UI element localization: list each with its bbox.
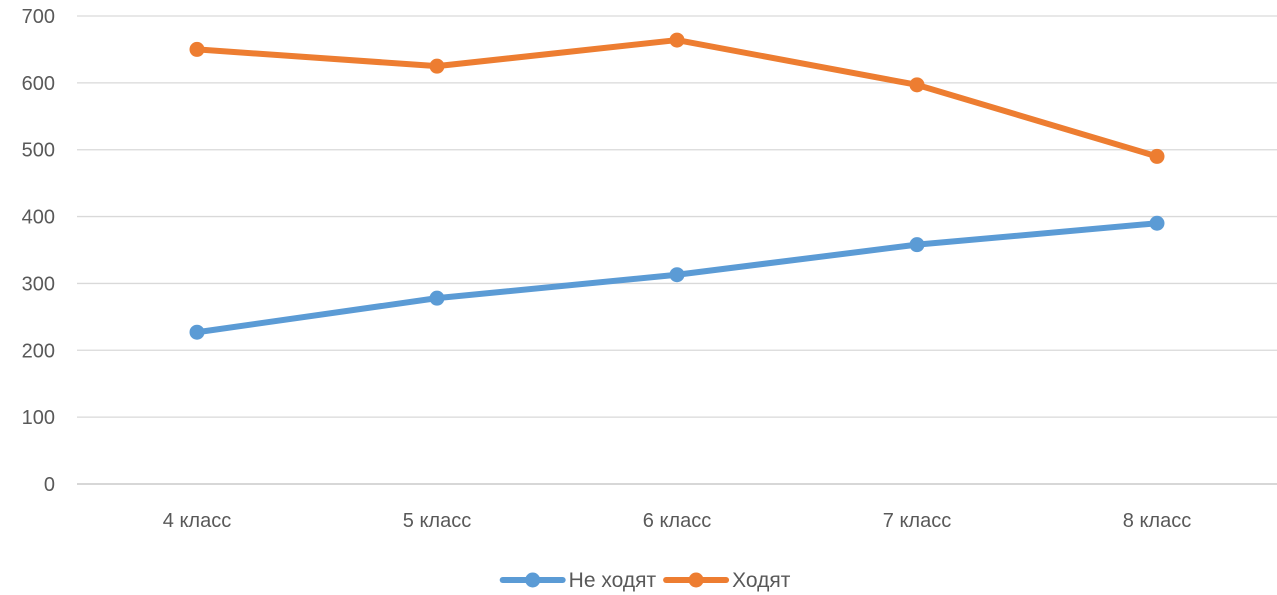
data-point: [909, 77, 925, 93]
legend-label: Не ходят: [569, 569, 657, 592]
data-point: [669, 32, 685, 48]
series-line: [194, 37, 1160, 160]
data-point: [669, 267, 685, 283]
y-tick-label: 400: [22, 207, 55, 229]
data-point: [189, 324, 205, 340]
legend-marker: [525, 572, 541, 588]
series-1: [189, 215, 1165, 340]
legend-label: Ходят: [732, 569, 791, 592]
legend-item: Не ходят: [499, 569, 657, 592]
y-tick-label: 200: [22, 340, 55, 362]
y-tick-label: 100: [22, 407, 55, 429]
y-tick-label: 700: [22, 6, 55, 28]
data-point: [1149, 215, 1165, 231]
y-tick-label: 600: [22, 73, 55, 95]
y-tick-label: 500: [22, 140, 55, 162]
x-tick-label: 6 класс: [643, 510, 711, 532]
series-2: [189, 32, 1165, 164]
data-point: [189, 41, 205, 57]
gridlines: [77, 15, 1277, 485]
data-point: [909, 237, 925, 253]
legend-item: Ходят: [663, 569, 791, 592]
data-point: [429, 58, 445, 74]
data-point: [429, 290, 445, 306]
y-axis: 0 100 200 300 400 500 600 700: [22, 6, 55, 496]
x-axis: 4 класс 5 класс 6 класс 7 класс 8 класс: [163, 510, 1191, 532]
data-point: [1149, 148, 1165, 164]
series-group: [189, 32, 1165, 340]
x-tick-label: 7 класс: [883, 510, 951, 532]
x-tick-label: 4 класс: [163, 510, 231, 532]
legend-marker: [688, 572, 704, 588]
y-tick-label: 300: [22, 273, 55, 295]
x-tick-label: 5 класс: [403, 510, 471, 532]
legend: Не ходят Ходят: [499, 569, 791, 592]
y-tick-label: 0: [44, 474, 55, 496]
x-tick-label: 8 класс: [1123, 510, 1191, 532]
